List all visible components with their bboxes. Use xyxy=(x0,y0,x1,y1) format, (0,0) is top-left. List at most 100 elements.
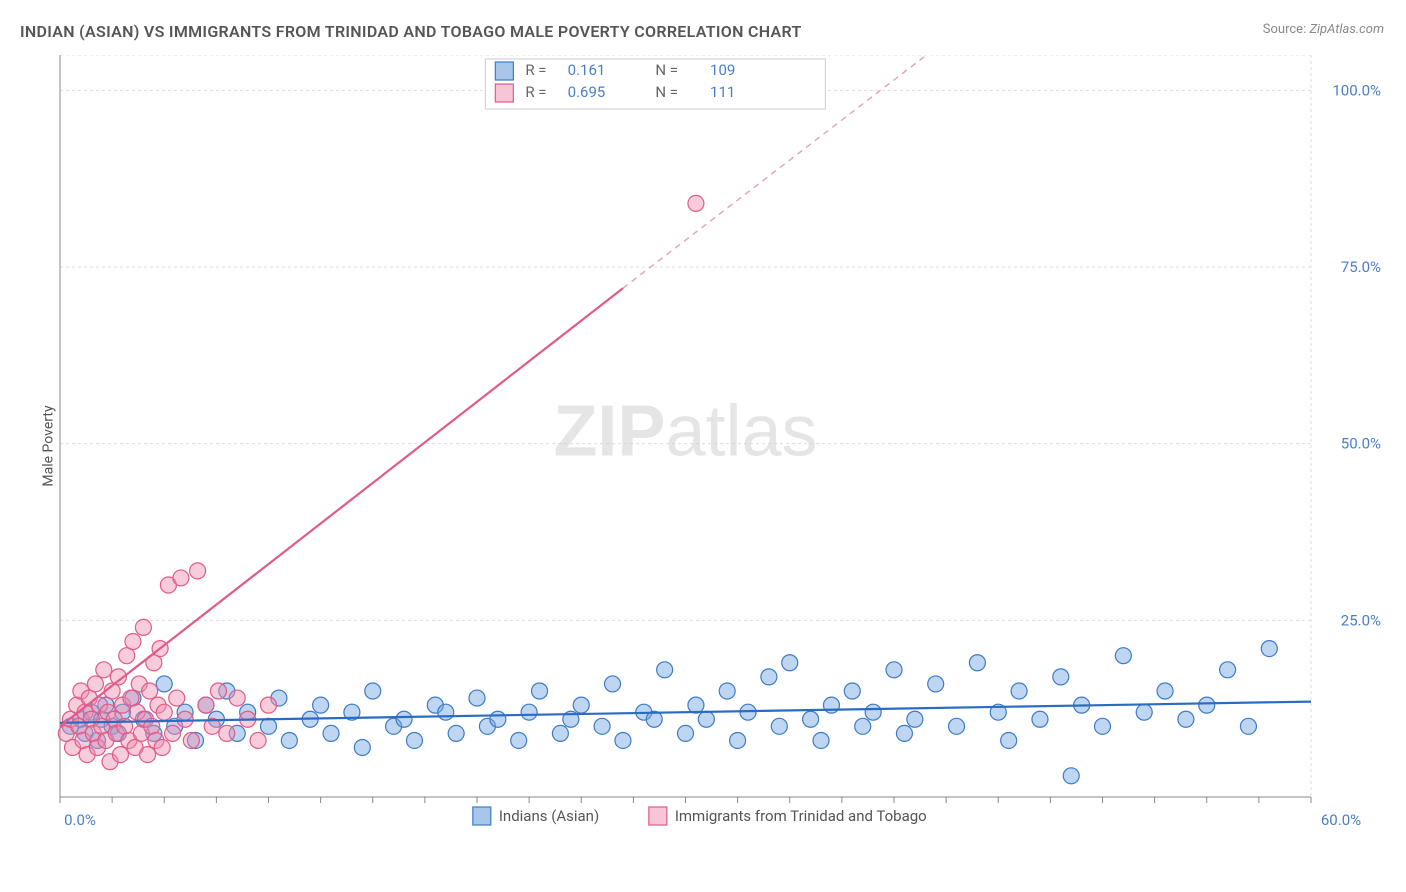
data-point xyxy=(156,704,172,720)
data-point xyxy=(469,690,485,706)
data-point xyxy=(803,711,819,727)
data-point xyxy=(719,683,735,699)
data-point xyxy=(190,563,206,579)
legend-swatch xyxy=(495,62,513,80)
data-point xyxy=(96,662,112,678)
x-max-label: 60.0% xyxy=(1321,811,1361,829)
legend-series-label: Immigrants from Trinidad and Tobago xyxy=(675,807,927,825)
data-point xyxy=(169,690,185,706)
data-point xyxy=(365,683,381,699)
data-point xyxy=(173,570,189,586)
data-point xyxy=(406,732,422,748)
y-tick-label: 100.0% xyxy=(1332,81,1381,99)
data-point xyxy=(261,697,277,713)
data-point xyxy=(313,697,329,713)
data-point xyxy=(1220,662,1236,678)
legend-r-label: R = xyxy=(525,83,546,101)
chart-area: 25.0% 50.0% 75.0% 100.0% ZIPatlas 0.0% 60.0% R … xyxy=(55,55,1391,837)
data-point xyxy=(688,697,704,713)
legend-swatch xyxy=(495,84,513,102)
data-point xyxy=(688,195,704,211)
data-point xyxy=(1032,711,1048,727)
legend-r-value: 0.695 xyxy=(568,83,606,101)
chart-svg: 25.0% 50.0% 75.0% 100.0% ZIPatlas 0.0% 60.0% R … xyxy=(55,55,1391,837)
source-attribution: Source: ZipAtlas.com xyxy=(1263,22,1384,37)
data-point xyxy=(678,725,694,741)
data-point xyxy=(154,740,170,756)
data-point xyxy=(1011,683,1027,699)
data-point xyxy=(771,718,787,734)
data-point xyxy=(1178,711,1194,727)
watermark: ZIPatlas xyxy=(553,392,817,472)
legend-swatch xyxy=(473,807,491,825)
legend-r-value: 0.161 xyxy=(568,61,606,79)
legend-top: R = 0.161 N = 109 R = 0.695 N = 111 xyxy=(485,59,825,109)
x-min-label: 0.0% xyxy=(64,811,96,829)
data-point xyxy=(250,732,266,748)
data-point xyxy=(396,711,412,727)
legend-swatch xyxy=(649,807,667,825)
data-point xyxy=(886,662,902,678)
data-point xyxy=(438,704,454,720)
data-point xyxy=(1095,718,1111,734)
y-tick-label: 75.0% xyxy=(1341,258,1381,276)
legend-bottom: Indians (Asian) Immigrants from Trinidad … xyxy=(473,807,927,825)
source-value: ZipAtlas.com xyxy=(1309,22,1384,37)
data-point xyxy=(354,740,370,756)
legend-n-label: N = xyxy=(655,83,678,101)
data-point xyxy=(761,669,777,685)
legend-n-label: N = xyxy=(655,61,678,79)
y-tick-label: 50.0% xyxy=(1341,435,1381,453)
y-tick-label: 25.0% xyxy=(1341,611,1381,629)
data-point xyxy=(210,683,226,699)
data-point xyxy=(183,732,199,748)
data-point xyxy=(907,711,923,727)
data-point xyxy=(125,634,141,650)
data-point xyxy=(573,697,589,713)
data-point xyxy=(1240,718,1256,734)
data-point xyxy=(1053,669,1069,685)
data-point xyxy=(782,655,798,671)
data-point xyxy=(1063,768,1079,784)
data-point xyxy=(615,732,631,748)
data-point xyxy=(844,683,860,699)
data-point xyxy=(156,676,172,692)
data-point xyxy=(112,747,128,763)
data-point xyxy=(140,747,156,763)
data-point xyxy=(730,732,746,748)
legend-n-value: 109 xyxy=(710,61,735,79)
data-point xyxy=(594,718,610,734)
data-point xyxy=(219,725,235,741)
data-point xyxy=(177,711,193,727)
data-point xyxy=(448,725,464,741)
data-point xyxy=(1001,732,1017,748)
data-point xyxy=(605,676,621,692)
data-point xyxy=(698,711,714,727)
data-point xyxy=(969,655,985,671)
data-point xyxy=(1261,641,1277,657)
data-point xyxy=(281,732,297,748)
data-point xyxy=(552,725,568,741)
data-point xyxy=(490,711,506,727)
data-point xyxy=(896,725,912,741)
data-point xyxy=(1199,697,1215,713)
source-label: Source: xyxy=(1263,22,1306,37)
data-point xyxy=(865,704,881,720)
legend-series-label: Indians (Asian) xyxy=(499,807,599,825)
data-point xyxy=(511,732,527,748)
data-point xyxy=(323,725,339,741)
data-point xyxy=(813,732,829,748)
data-point xyxy=(229,690,245,706)
data-point xyxy=(1115,648,1131,664)
data-point xyxy=(135,619,151,635)
data-point xyxy=(165,725,181,741)
data-point xyxy=(521,704,537,720)
data-point xyxy=(142,683,158,699)
legend-r-label: R = xyxy=(525,61,546,79)
data-point xyxy=(261,718,277,734)
data-point xyxy=(198,697,214,713)
data-point xyxy=(1136,704,1152,720)
data-point xyxy=(949,718,965,734)
chart-title: INDIAN (ASIAN) VS IMMIGRANTS FROM TRINID… xyxy=(20,22,802,41)
legend-n-value: 111 xyxy=(710,83,735,101)
